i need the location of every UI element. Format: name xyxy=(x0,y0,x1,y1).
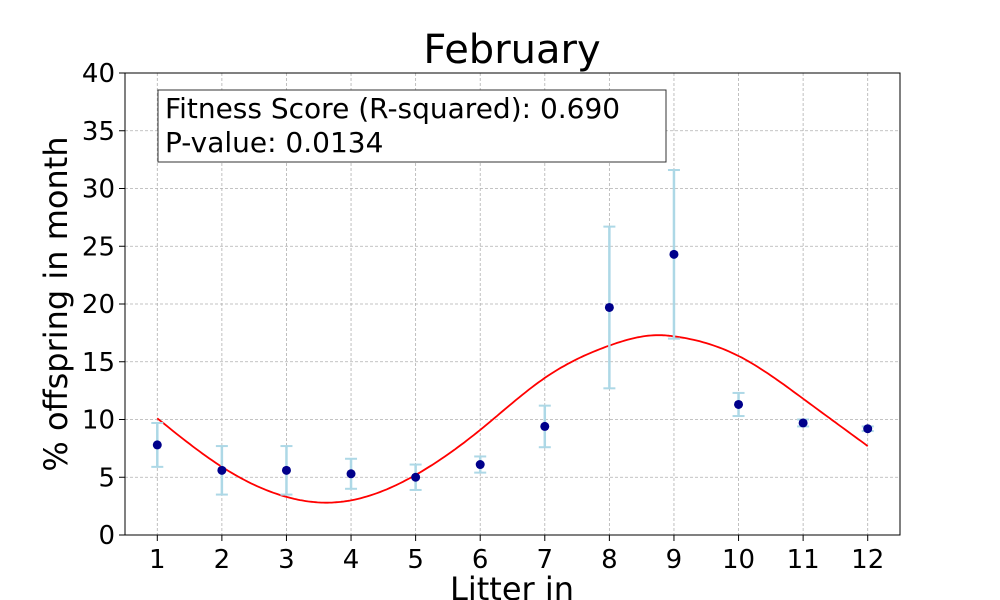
x-tick-label: 1 xyxy=(149,545,166,575)
y-tick-label: 0 xyxy=(98,521,115,551)
data-point xyxy=(475,460,485,470)
annotation-box: Fitness Score (R-squared): 0.690 P-value… xyxy=(157,89,667,163)
y-axis-ticks: 0 5 10 15 20 25 30 35 40 xyxy=(82,59,125,551)
data-points xyxy=(152,249,873,482)
data-point xyxy=(863,424,873,434)
y-tick-label: 25 xyxy=(82,232,115,262)
data-point xyxy=(152,440,162,450)
x-axis-ticks: 1 2 3 4 5 6 7 8 9 10 11 12 xyxy=(149,535,884,575)
y-axis-label: % offspring in month xyxy=(37,136,75,471)
y-tick-label: 20 xyxy=(82,290,115,320)
annotation-fitness: Fitness Score (R-squared): 0.690 xyxy=(165,92,620,125)
x-axis-label: Litter in xyxy=(450,570,574,600)
x-tick-label: 8 xyxy=(601,545,618,575)
x-tick-label: 3 xyxy=(278,545,295,575)
data-point xyxy=(281,465,291,475)
data-point xyxy=(604,302,614,312)
annotation-pvalue: P-value: 0.0134 xyxy=(165,126,383,159)
x-tick-label: 12 xyxy=(851,545,884,575)
y-tick-label: 30 xyxy=(82,175,115,205)
x-tick-label: 7 xyxy=(537,545,554,575)
fit-curve-layer xyxy=(156,334,869,504)
y-tick-label: 15 xyxy=(82,348,115,378)
data-point xyxy=(669,249,679,259)
data-point xyxy=(798,418,808,428)
y-tick-label: 35 xyxy=(82,117,115,147)
fit-curve xyxy=(156,334,869,504)
y-tick-label: 40 xyxy=(82,59,115,89)
x-tick-label: 4 xyxy=(343,545,360,575)
y-tick-label: 10 xyxy=(82,406,115,436)
x-tick-label: 9 xyxy=(666,545,683,575)
data-point xyxy=(734,399,744,409)
x-tick-label: 2 xyxy=(214,545,231,575)
annotation-frame xyxy=(157,89,667,163)
data-point xyxy=(411,472,421,482)
data-point xyxy=(540,421,550,431)
x-tick-label: 6 xyxy=(472,545,489,575)
data-point xyxy=(217,465,227,475)
x-tick-label: 11 xyxy=(787,545,820,575)
data-point xyxy=(346,469,356,479)
chart-title: February xyxy=(423,27,600,73)
x-tick-label: 5 xyxy=(407,545,424,575)
x-tick-label: 10 xyxy=(722,545,755,575)
y-tick-label: 5 xyxy=(98,463,115,493)
